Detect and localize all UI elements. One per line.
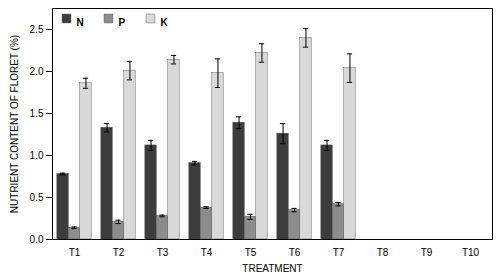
svg-text:T8: T8 <box>377 247 389 258</box>
svg-text:NUTRIENT CONTENT OF FLORET (%): NUTRIENT CONTENT OF FLORET (%) <box>9 35 20 213</box>
svg-text:K: K <box>161 17 169 28</box>
svg-text:P: P <box>119 17 126 28</box>
svg-text:T1: T1 <box>69 247 81 258</box>
svg-text:0.0: 0.0 <box>30 234 44 245</box>
svg-text:T7: T7 <box>333 247 345 258</box>
svg-text:T3: T3 <box>157 247 169 258</box>
svg-text:N: N <box>77 17 84 28</box>
svg-text:TREATMENT: TREATMENT <box>242 263 302 274</box>
svg-text:T5: T5 <box>245 247 257 258</box>
svg-text:2.5: 2.5 <box>30 24 44 35</box>
svg-text:1.0: 1.0 <box>30 150 44 161</box>
svg-text:1.5: 1.5 <box>30 108 44 119</box>
svg-text:T2: T2 <box>113 247 125 258</box>
svg-text:2.0: 2.0 <box>30 66 44 77</box>
svg-text:T10: T10 <box>462 247 480 258</box>
svg-text:T4: T4 <box>201 247 213 258</box>
svg-text:0.5: 0.5 <box>30 192 44 203</box>
svg-text:T9: T9 <box>421 247 433 258</box>
svg-text:T6: T6 <box>289 247 301 258</box>
